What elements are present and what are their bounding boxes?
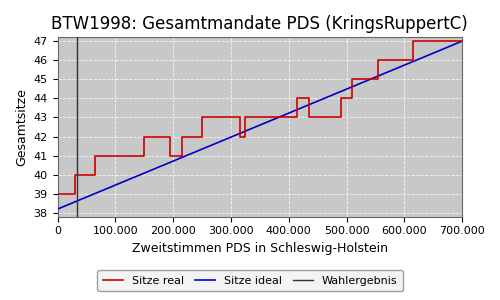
Sitze real (416, 39, 422, 43)
Sitze real (167, 135, 173, 138)
Sitze real (306, 97, 312, 100)
Line: Sitze real: Sitze real (58, 41, 462, 194)
Sitze real (199, 116, 205, 119)
Sitze real (167, 154, 173, 158)
Sitze real (338, 116, 344, 119)
Sitze real (350, 97, 356, 100)
Sitze real (54, 192, 60, 196)
Sitze real (294, 97, 300, 100)
Legend: Sitze real, Sitze ideal, Wahlergebnis: Sitze real, Sitze ideal, Wahlergebnis (97, 270, 403, 291)
Sitze real (92, 154, 98, 158)
Sitze real (410, 39, 416, 43)
Sitze real (92, 173, 98, 176)
Sitze real (376, 77, 382, 81)
Sitze real (294, 116, 300, 119)
Sitze real (199, 135, 205, 138)
Sitze real (376, 58, 382, 62)
Sitze real (416, 39, 422, 43)
Sitze real (72, 173, 78, 176)
Title: BTW1998: Gesamtmandate PDS (KringsRuppertC): BTW1998: Gesamtmandate PDS (KringsRupper… (52, 15, 468, 33)
Sitze real (350, 77, 356, 81)
Sitze real (179, 135, 185, 138)
Sitze real (410, 58, 416, 62)
Sitze real (338, 97, 344, 100)
Y-axis label: Gesamtsitze: Gesamtsitze (15, 88, 28, 166)
Sitze real (236, 135, 242, 138)
Sitze real (72, 192, 78, 196)
Sitze real (179, 154, 185, 158)
Sitze real (459, 39, 465, 43)
Sitze real (141, 154, 147, 158)
Sitze real (141, 135, 147, 138)
Sitze real (236, 116, 242, 119)
X-axis label: Zweitstimmen PDS in Schleswig-Holstein: Zweitstimmen PDS in Schleswig-Holstein (132, 242, 388, 255)
Sitze real (306, 116, 312, 119)
Sitze real (242, 135, 248, 138)
Sitze real (242, 116, 248, 119)
